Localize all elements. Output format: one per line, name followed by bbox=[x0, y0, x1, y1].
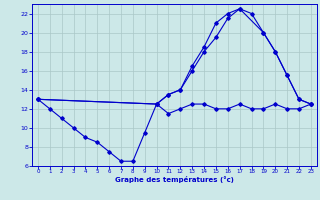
X-axis label: Graphe des températures (°c): Graphe des températures (°c) bbox=[115, 176, 234, 183]
